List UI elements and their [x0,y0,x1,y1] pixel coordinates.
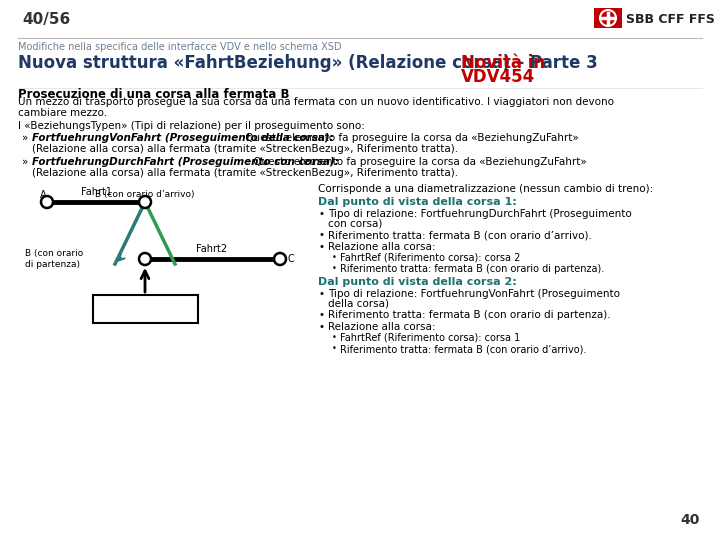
Text: »: » [22,133,28,143]
Text: •: • [318,242,324,252]
Circle shape [41,196,53,208]
Text: Riferimento tratta: fermata B (con orario di partenza).: Riferimento tratta: fermata B (con orari… [340,264,604,274]
Text: FahrtRef (Riferimento corsa): corsa 2: FahrtRef (Riferimento corsa): corsa 2 [340,253,521,263]
Text: Modifiche nella specifica delle interfacce VDV e nello schema XSD: Modifiche nella specifica delle interfac… [18,42,341,52]
Text: •: • [332,344,337,353]
Text: •: • [332,253,337,262]
Text: Tipo di relazione: FortfuehrungVonFahrt (Proseguimento: Tipo di relazione: FortfuehrungVonFahrt … [328,289,620,299]
Text: Fahrt1: Fahrt1 [81,187,112,197]
Text: Un mezzo di trasporto prosegue la sua corsa da una fermata con un nuovo identifi: Un mezzo di trasporto prosegue la sua co… [18,97,614,107]
Text: con corsa): con corsa) [328,219,382,229]
Text: Questo elemento fa proseguire la corsa da «BeziehungZuFahrt»: Questo elemento fa proseguire la corsa d… [250,157,587,167]
Text: Prosecuzione di una corsa alla fermata B: Prosecuzione di una corsa alla fermata B [18,88,289,101]
Text: Relazione alla corsa:: Relazione alla corsa: [328,322,436,332]
Text: Novità in: Novità in [461,54,545,72]
Text: Corrisponde a una diametralizzazione (nessun cambio di treno):: Corrisponde a una diametralizzazione (ne… [318,184,653,194]
Text: FortfuehrungDurchFahrt (Proseguimento con corsa):: FortfuehrungDurchFahrt (Proseguimento co… [32,157,339,167]
Text: Dal punto di vista della corsa 1:: Dal punto di vista della corsa 1: [318,197,517,207]
Text: Nuova struttura «FahrtBeziehung» (Relazione corsa) – Parte 3: Nuova struttura «FahrtBeziehung» (Relazi… [18,54,598,72]
Text: SBB CFF FFS: SBB CFF FFS [626,13,715,26]
Text: Collegamento alla
fermata: Collegamento alla fermata [98,298,192,320]
Circle shape [139,196,151,208]
Text: (Relazione alla corsa) alla fermata (tramite «StreckenBezug», Riferimento tratta: (Relazione alla corsa) alla fermata (tra… [32,144,458,154]
Text: VDV454: VDV454 [461,68,535,86]
Text: •: • [332,333,337,342]
Text: I «BeziehungsTypen» (Tipi di relazione) per il proseguimento sono:: I «BeziehungsTypen» (Tipi di relazione) … [18,121,365,131]
Text: •: • [318,289,324,299]
Text: Fahrt2: Fahrt2 [197,244,228,254]
Text: •: • [318,322,324,332]
Circle shape [274,253,286,265]
Text: FahrtRef (Riferimento corsa): corsa 1: FahrtRef (Riferimento corsa): corsa 1 [340,333,521,343]
Text: 40/56: 40/56 [22,12,71,27]
Text: della corsa): della corsa) [328,299,389,309]
Text: »: » [22,157,28,167]
Text: •: • [318,230,324,240]
Text: Questo elemento fa proseguire la corsa da «BeziehungZuFahrt»: Questo elemento fa proseguire la corsa d… [242,133,579,143]
Text: B (con orario d’arrivo): B (con orario d’arrivo) [95,190,194,199]
Text: •: • [332,264,337,273]
Text: C: C [287,254,294,264]
Text: B (con orario
di partenza): B (con orario di partenza) [25,249,84,269]
Text: Dal punto di vista della corsa 2:: Dal punto di vista della corsa 2: [318,277,517,287]
Text: cambiare mezzo.: cambiare mezzo. [18,108,107,118]
Text: •: • [318,310,324,320]
Text: FortfuehrungVonFahrt (Proseguimento della corsa):: FortfuehrungVonFahrt (Proseguimento dell… [32,133,334,143]
Bar [594,8,622,28]
Text: Tipo di relazione: FortfuehrungDurchFahrt (Proseguimento: Tipo di relazione: FortfuehrungDurchFahr… [328,209,631,219]
Text: 40: 40 [680,513,700,527]
Text: Riferimento tratta: fermata B (con orario di partenza).: Riferimento tratta: fermata B (con orari… [328,310,611,320]
Circle shape [139,253,151,265]
Text: •: • [318,209,324,219]
Text: (Relazione alla corsa) alla fermata (tramite «StreckenBezug», Riferimento tratta: (Relazione alla corsa) alla fermata (tra… [32,168,458,178]
Text: Riferimento tratta: fermata B (con orario d’arrivo).: Riferimento tratta: fermata B (con orari… [340,344,586,354]
Text: Relazione alla corsa:: Relazione alla corsa: [328,242,436,252]
Text: Riferimento tratta: fermata B (con orario d’arrivo).: Riferimento tratta: fermata B (con orari… [328,230,592,240]
Text: A: A [40,190,46,200]
Bar [93,295,198,323]
